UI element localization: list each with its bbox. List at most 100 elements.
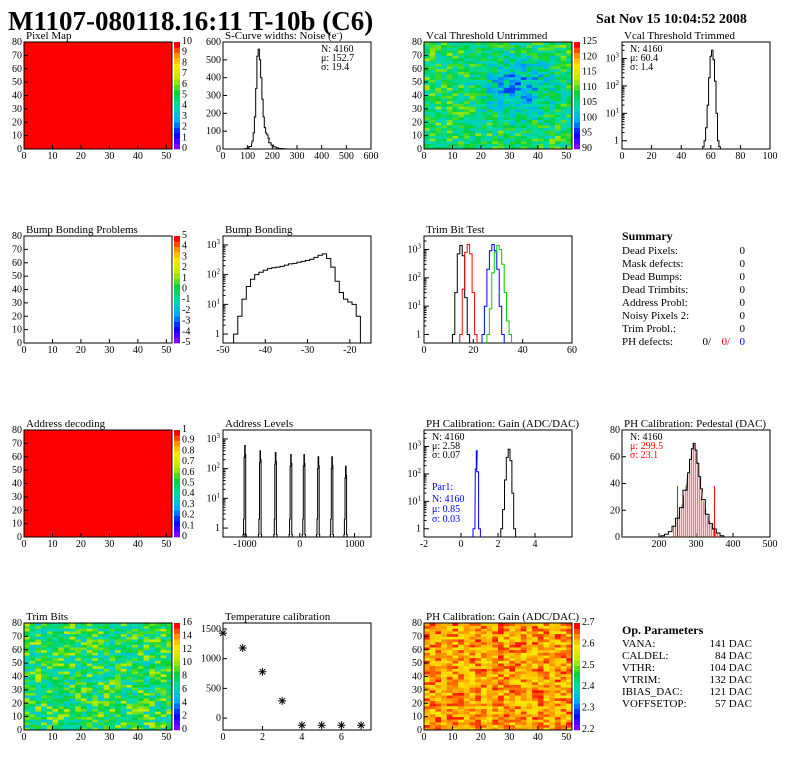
heatmap-cell <box>120 673 127 677</box>
palette-swatch <box>174 665 180 672</box>
heatmap-cell <box>560 641 567 645</box>
heatmap-cell <box>86 631 93 635</box>
y-tick-label: 10 <box>12 131 22 142</box>
heatmap-cell <box>526 649 533 653</box>
heatmap-cell <box>160 631 167 635</box>
heatmap-cell <box>41 708 48 712</box>
heatmap-cell <box>498 76 505 80</box>
heatmap-cell <box>149 628 156 632</box>
heatmap-cell <box>52 700 59 704</box>
heatmap-cell <box>486 705 493 709</box>
heatmap-cell <box>560 130 567 134</box>
heatmap-cell <box>126 703 133 707</box>
y-tick-label: 60 <box>412 645 422 656</box>
heatmap-cell <box>480 668 488 672</box>
heatmap-cell <box>543 631 550 635</box>
palette-swatch <box>174 660 180 667</box>
heatmap-cell <box>469 52 476 56</box>
heatmap-cell <box>137 700 144 704</box>
heatmap-cell <box>509 644 516 648</box>
heatmap-cell <box>80 663 88 667</box>
heatmap-cell <box>480 697 488 701</box>
heatmap-cell <box>492 87 499 91</box>
heatmap-cell <box>520 114 527 118</box>
heatmap-cell <box>143 684 150 688</box>
heatmap-cell <box>520 135 527 139</box>
heatmap-cell <box>446 106 453 110</box>
heatmap-cell <box>424 42 431 46</box>
palette-tick-label: 0.3 <box>182 499 195 510</box>
heatmap-cell <box>441 111 448 115</box>
heatmap-cell <box>515 52 522 56</box>
heatmap-cell <box>498 633 505 637</box>
heatmap-cell <box>63 697 70 701</box>
heatmap-cell <box>492 628 499 632</box>
heatmap-cell <box>69 657 76 661</box>
heatmap-cell <box>463 103 470 107</box>
heatmap-cell <box>503 95 510 99</box>
heatmap-cell <box>560 132 567 137</box>
y-tick-label: 0 <box>216 144 221 155</box>
heatmap-cell <box>458 92 465 96</box>
y-tick-label: 1 <box>614 136 619 147</box>
summary-label: Dead Bumps: <box>622 271 682 283</box>
heatmap-cell <box>446 711 453 715</box>
heatmap-cell <box>120 676 127 680</box>
heatmap-cell <box>98 623 105 627</box>
heatmap-cell <box>41 679 48 683</box>
heatmap-cell <box>492 124 499 128</box>
heatmap-cell <box>503 63 510 67</box>
heatmap-cell <box>446 50 453 54</box>
heatmap-cell <box>92 705 99 709</box>
heatmap-cell <box>486 87 493 91</box>
x-tick-label: 50 <box>161 539 171 550</box>
heatmap-cell <box>526 108 533 112</box>
palette-tick-label: 0.6 <box>182 467 195 478</box>
heatmap-cell <box>458 695 465 699</box>
heatmap-cell <box>515 63 522 67</box>
heatmap-cell <box>429 689 436 693</box>
heatmap-cell <box>424 636 431 640</box>
heatmap-cell <box>515 623 522 627</box>
y-tick-label: 40 <box>412 672 422 683</box>
heatmap-cell <box>98 657 105 661</box>
heatmap-cell <box>498 52 505 56</box>
heatmap-cell <box>486 122 493 126</box>
heatmap-cell <box>41 628 48 632</box>
heatmap-cell <box>143 705 150 709</box>
heatmap-cell <box>486 711 493 715</box>
plot-title: Pixel Map <box>26 30 72 42</box>
heatmap-cell <box>526 641 533 645</box>
heatmap-cell <box>429 644 436 648</box>
heatmap-cell <box>515 713 522 718</box>
heatmap-cell <box>515 660 522 664</box>
heatmap-cell <box>137 652 144 656</box>
heatmap-cell <box>480 687 488 691</box>
heatmap-cell <box>115 727 122 731</box>
palette-tick-label: 6 <box>182 684 187 695</box>
heatmap-cell <box>537 657 544 661</box>
heatmap-cell <box>520 74 527 78</box>
heatmap-cell <box>446 47 453 51</box>
heatmap-cell <box>509 639 516 643</box>
heatmap-cell <box>429 122 436 126</box>
heatmap-cell <box>80 665 88 669</box>
heatmap-cell <box>486 140 493 145</box>
heatmap-cell <box>543 74 550 78</box>
heatmap-cell <box>29 644 36 648</box>
heatmap-cell <box>566 100 573 104</box>
heatmap-cell <box>475 124 482 128</box>
heatmap-cell <box>503 44 510 48</box>
heatmap-cell <box>526 143 533 147</box>
heatmap-cell <box>98 644 105 648</box>
heatmap-cell <box>143 708 150 712</box>
heatmap-cell <box>29 647 36 651</box>
x-tick-label: -20 <box>343 345 356 356</box>
palette-swatch <box>174 63 180 70</box>
heatmap-cell <box>80 623 88 627</box>
heatmap-cell <box>486 724 493 728</box>
heatmap-cell <box>515 60 522 64</box>
heatmap-cell <box>463 636 470 640</box>
heatmap-cell <box>515 127 522 131</box>
